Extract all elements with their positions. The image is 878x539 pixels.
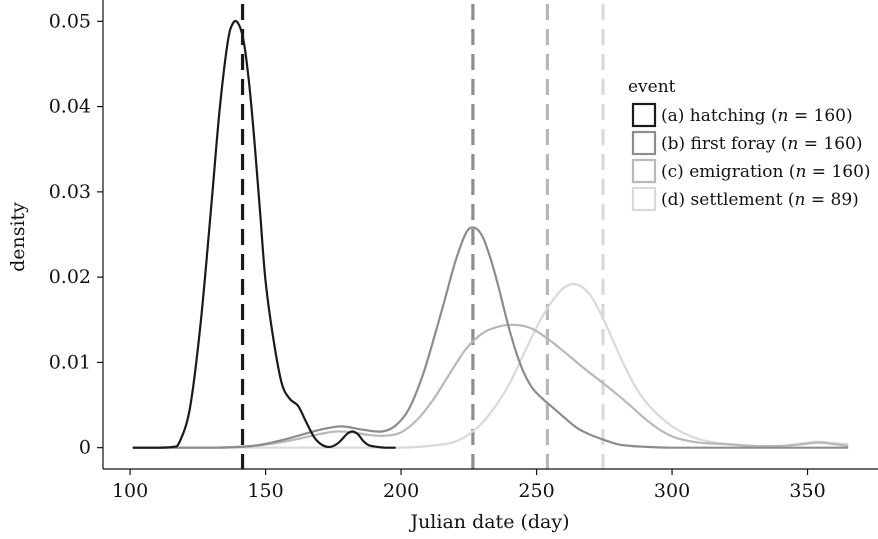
legend-swatch-hatching	[631, 102, 657, 128]
legend-label-first-foray: (b) first foray (n = 160)	[661, 134, 863, 154]
y-tick-label: 0	[79, 437, 91, 459]
density-curve-first-foray	[132, 226, 849, 449]
median-lines	[240, 4, 605, 469]
density-curve-emigration	[132, 323, 849, 449]
legend-title: event	[628, 77, 676, 97]
x-tick-label: 350	[789, 480, 825, 502]
y-tick-label: 0.05	[49, 10, 91, 32]
x-tick-label: 250	[518, 480, 554, 502]
x-axis-title: Julian date (day)	[408, 511, 569, 533]
legend-label-hatching: (a) hatching (n = 160)	[661, 106, 853, 126]
x-tick-label: 100	[112, 480, 148, 502]
legend-swatch-emigration	[631, 158, 657, 184]
y-tick-label: 0.04	[49, 96, 91, 118]
y-axis-ticks: 0 0.01 0.02 0.03 0.04 0.05	[49, 10, 103, 459]
x-axis-ticks: 100 150 200 250 300 350	[112, 469, 826, 502]
x-tick-label: 200	[383, 480, 419, 502]
y-tick-label: 0.03	[49, 181, 91, 203]
x-tick-label: 300	[654, 480, 690, 502]
legend: event (a) hatching (n = 160) (b) first fo…	[628, 77, 871, 212]
y-tick-label: 0.01	[49, 351, 91, 373]
x-tick-label: 150	[247, 480, 283, 502]
y-axis-title: density	[7, 202, 29, 272]
density-curve-settlement	[132, 282, 849, 449]
legend-swatch-first-foray	[631, 130, 657, 156]
legend-swatch-settlement	[631, 186, 657, 212]
legend-label-emigration: (c) emigration (n = 160)	[661, 162, 871, 182]
density-curve-hatching	[132, 19, 396, 449]
y-tick-label: 0.02	[49, 266, 91, 288]
legend-label-settlement: (d) settlement (n = 89)	[661, 190, 859, 210]
density-curves	[132, 19, 849, 449]
